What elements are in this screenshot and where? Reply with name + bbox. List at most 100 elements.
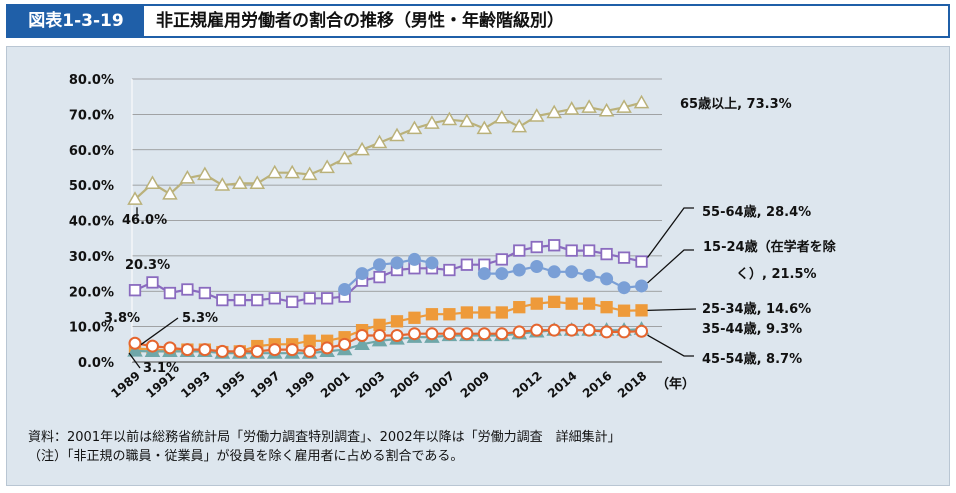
data-point (373, 270, 386, 284)
start-label-55: 20.3% (125, 258, 170, 273)
data-point (389, 127, 405, 142)
y-tick-label: 70.0% (69, 108, 114, 123)
x-tick-label: 1995 (213, 369, 248, 401)
data-point (303, 292, 316, 305)
series-line (484, 265, 642, 289)
x-tick-label: 2012 (510, 369, 545, 401)
data-point (616, 99, 632, 113)
data-point (216, 293, 229, 307)
data-point (581, 99, 597, 113)
data-point (198, 343, 212, 357)
start-label-35: 3.1% (143, 361, 179, 376)
data-point (565, 265, 579, 279)
x-tick-label: 2003 (353, 369, 388, 401)
data-point (268, 343, 282, 357)
series-s45 (128, 323, 649, 358)
data-point (373, 318, 386, 332)
source-note: 資料：2001年以前は総務省統計局「労働力調査特別調査」、2002年以降は「労働… (28, 430, 621, 445)
data-point (163, 341, 177, 355)
x-tick-label: 2001 (318, 369, 353, 401)
data-point (460, 327, 474, 341)
data-point (371, 134, 388, 149)
leader-15 (647, 249, 694, 284)
data-point (600, 325, 614, 339)
data-point (582, 297, 596, 310)
data-point (617, 325, 631, 339)
data-point (441, 111, 458, 126)
data-point (511, 118, 528, 133)
label-35: 35-44歳, 9.3% (702, 321, 802, 337)
data-point (144, 175, 161, 189)
data-point (373, 328, 387, 342)
data-point (163, 286, 177, 300)
data-point (390, 256, 404, 270)
data-point (266, 164, 283, 179)
x-axis-title: （年） (656, 376, 695, 392)
data-point (424, 115, 440, 129)
data-point (425, 327, 439, 341)
data-point (336, 150, 353, 165)
series-s15 (338, 252, 649, 296)
y-tick-label: 0.0% (78, 356, 114, 371)
data-point (513, 244, 526, 257)
data-point (460, 258, 474, 271)
chart-panel (6, 46, 950, 486)
data-point (547, 265, 561, 279)
data-point (565, 297, 578, 310)
y-tick-label: 60.0% (69, 144, 114, 159)
data-point (146, 276, 159, 289)
data-point (232, 175, 248, 189)
data-point (214, 177, 231, 191)
data-point (145, 339, 159, 353)
data-point (303, 344, 317, 358)
data-point (443, 308, 456, 321)
x-tick-label: 1999 (283, 369, 318, 401)
data-point (355, 328, 369, 342)
label-65: 65歳以上, 73.3% (680, 96, 792, 112)
data-point (617, 281, 631, 295)
data-point (249, 175, 266, 189)
x-tick-label: 2016 (580, 369, 615, 401)
data-point (565, 323, 579, 337)
y-tick-label: 10.0% (69, 321, 114, 336)
leader-25 (647, 308, 697, 312)
leader-start-45 (140, 317, 179, 346)
x-axis: 1989 1991 1993 1995 1997 1999 2001 2003 2005 2007… (108, 369, 649, 401)
data-point (390, 328, 404, 342)
data-point (251, 293, 264, 307)
data-point (635, 279, 649, 293)
data-point (600, 247, 613, 261)
data-point (512, 325, 526, 339)
data-point (547, 323, 561, 337)
data-point (546, 104, 562, 119)
data-point (407, 327, 421, 341)
data-point (354, 336, 370, 350)
label-15-line2: く）, 21.5% (736, 266, 817, 282)
x-tick-label: 2005 (388, 369, 423, 401)
data-labels: 65歳以上, 73.3% 55-64歳, 28.4% 15-24歳（在学者を除 … (104, 96, 837, 392)
data-point (530, 297, 543, 310)
data-point (495, 306, 508, 319)
definition-note: （注）「非正規の職員・従業員」が役員を除く雇用者に占める割合である。 (28, 449, 464, 464)
data-point (268, 292, 281, 305)
data-point (476, 120, 493, 135)
leader-45 (647, 334, 694, 357)
data-point (284, 164, 300, 179)
x-tick-label: 2018 (615, 369, 650, 401)
data-point (285, 343, 299, 357)
data-point (477, 327, 491, 341)
data-point (635, 304, 648, 317)
data-point (635, 324, 649, 338)
x-tick-label: 2007 (423, 369, 458, 401)
data-point (460, 306, 474, 319)
data-point (162, 185, 178, 200)
data-point (425, 256, 439, 270)
leader-lines (128, 207, 697, 369)
data-point (197, 166, 213, 181)
series-lines (127, 94, 650, 359)
data-point (513, 301, 526, 314)
data-point (582, 323, 596, 337)
data-point (338, 337, 352, 351)
start-label-65: 46.0% (122, 213, 167, 228)
data-point (528, 108, 545, 122)
